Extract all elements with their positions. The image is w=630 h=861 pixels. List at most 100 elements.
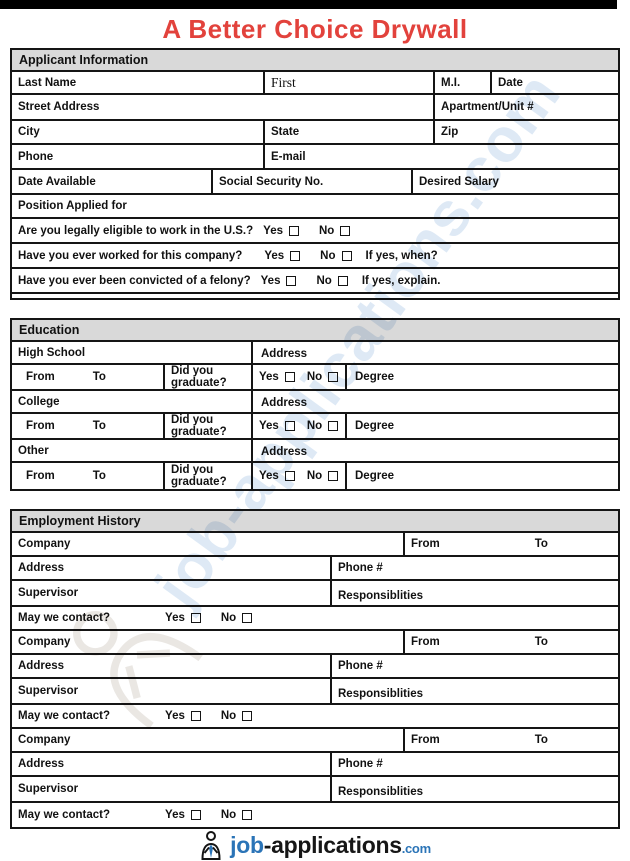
street-row: Street Address Apartment/Unit # — [12, 95, 618, 121]
education-section: Education High School Address From To Did… — [10, 318, 620, 491]
employment-address-field[interactable]: Address — [12, 557, 332, 579]
position-field[interactable]: Position Applied for — [12, 195, 618, 217]
education-from-to-field[interactable]: From To — [12, 365, 165, 389]
worked-yes-checkbox[interactable] — [290, 250, 301, 261]
responsibilities-field[interactable]: Responsiblities — [332, 581, 618, 605]
responsibilities-field[interactable]: Responsiblities — [332, 679, 618, 703]
may-we-contact-label: May we contact? — [18, 809, 111, 821]
street-address-label: Street Address — [18, 101, 100, 113]
logo-text: job -applications .com — [230, 832, 431, 859]
phone-field[interactable]: Phone — [12, 145, 265, 168]
phone-row: Phone E-mail — [12, 145, 618, 170]
date-field[interactable]: Date — [492, 72, 618, 93]
worked-no-checkbox[interactable] — [341, 250, 352, 261]
supervisor-label: Supervisor — [18, 685, 79, 697]
contact-yes-checkbox[interactable] — [190, 810, 201, 820]
employment-to-label: To — [534, 538, 548, 550]
street-address-field[interactable]: Street Address — [12, 95, 435, 119]
degree-field[interactable]: Degree — [347, 463, 618, 489]
contact-yes-label: Yes — [165, 612, 185, 624]
date-label: Date — [498, 76, 523, 89]
company-field[interactable]: Company — [12, 631, 405, 653]
city-field[interactable]: City — [12, 121, 265, 143]
supervisor-field[interactable]: Supervisor — [12, 679, 332, 703]
degree-field[interactable]: Degree — [347, 414, 618, 438]
eligible-yes-checkbox[interactable] — [288, 225, 299, 236]
may-we-contact-label: May we contact? — [18, 612, 111, 624]
education-name-row: Other Address — [12, 440, 618, 463]
date-available-label: Date Available — [18, 175, 96, 188]
supervisor-label: Supervisor — [18, 587, 79, 599]
employment-from-to-field[interactable]: From To — [405, 631, 618, 653]
first-name-field[interactable]: First — [265, 72, 435, 93]
state-field[interactable]: State — [265, 121, 435, 143]
responsibilities-label: Responsiblities — [338, 590, 423, 602]
contact-no-checkbox[interactable] — [242, 810, 253, 820]
high-school-field[interactable]: High School — [12, 342, 253, 363]
graduate-no-label: No — [306, 371, 323, 383]
education-from-to-field[interactable]: From To — [12, 414, 165, 438]
responsibilities-field[interactable]: Responsiblities — [332, 777, 618, 801]
phone-number-field[interactable]: Phone # — [332, 557, 618, 579]
felony-question-label: Have you ever been convicted of a felony… — [18, 274, 251, 287]
college-field[interactable]: College — [12, 391, 253, 412]
phone-number-field[interactable]: Phone # — [332, 753, 618, 775]
company-field[interactable]: Company — [12, 729, 405, 751]
education-to-label: To — [92, 371, 106, 383]
education-from-to-field[interactable]: From To — [12, 463, 165, 489]
phone-number-field[interactable]: Phone # — [332, 655, 618, 677]
education-name-row: High School Address — [12, 342, 618, 365]
may-we-contact-cell: May we contact? Yes No — [12, 607, 618, 629]
felony-yes-label: Yes — [260, 274, 281, 287]
contact-no-checkbox[interactable] — [242, 711, 253, 721]
employment-from-to-field[interactable]: From To — [405, 533, 618, 555]
graduate-no-checkbox[interactable] — [328, 471, 339, 481]
graduate-yes-checkbox[interactable] — [284, 372, 295, 382]
employment-from-to-field[interactable]: From To — [405, 729, 618, 751]
desired-salary-field[interactable]: Desired Salary — [413, 170, 618, 193]
zip-field[interactable]: Zip — [435, 121, 618, 143]
employment-address-field[interactable]: Address — [12, 655, 332, 677]
education-address-label: Address — [261, 397, 308, 409]
graduate-yes-checkbox[interactable] — [284, 421, 295, 431]
graduate-no-checkbox[interactable] — [328, 372, 339, 382]
may-we-contact-row: May we contact? Yes No — [12, 803, 618, 827]
state-label: State — [271, 126, 300, 138]
ssn-field[interactable]: Social Security No. — [213, 170, 413, 193]
eligible-question-row: Are you legally eligible to work in the … — [12, 219, 618, 244]
education-address-field[interactable]: Address — [253, 342, 618, 363]
degree-field[interactable]: Degree — [347, 365, 618, 389]
other-school-field[interactable]: Other — [12, 440, 253, 461]
company-row: Company From To — [12, 631, 618, 655]
company-field[interactable]: Company — [12, 533, 405, 555]
did-you-graduate-cell: Did you graduate? — [165, 463, 253, 489]
contact-yes-checkbox[interactable] — [190, 613, 201, 623]
graduate-no-label: No — [306, 420, 323, 432]
education-address-field[interactable]: Address — [253, 391, 618, 412]
graduate-yes-label: Yes — [259, 470, 279, 482]
email-field[interactable]: E-mail — [265, 145, 618, 168]
felony-no-checkbox[interactable] — [337, 275, 348, 286]
supervisor-row: Supervisor Responsiblities — [12, 581, 618, 607]
middle-initial-field[interactable]: M.I. — [435, 72, 492, 93]
date-available-field[interactable]: Date Available — [12, 170, 213, 193]
employment-to-label: To — [534, 636, 548, 648]
eligible-no-checkbox[interactable] — [340, 225, 351, 236]
employer-address-row: Address Phone # — [12, 655, 618, 679]
employment-address-field[interactable]: Address — [12, 753, 332, 775]
contact-no-checkbox[interactable] — [242, 613, 253, 623]
education-address-label: Address — [261, 348, 308, 360]
graduate-yes-label: Yes — [259, 420, 279, 432]
graduate-yes-checkbox[interactable] — [284, 471, 295, 481]
last-name-field[interactable]: Last Name — [12, 72, 265, 93]
education-address-field[interactable]: Address — [253, 440, 618, 461]
felony-yes-checkbox[interactable] — [286, 275, 297, 286]
supervisor-field[interactable]: Supervisor — [12, 777, 332, 801]
city-row: City State Zip — [12, 121, 618, 145]
contact-yes-checkbox[interactable] — [190, 711, 201, 721]
applicant-information-section: Applicant Information Last Name First M.… — [10, 48, 620, 300]
graduate-no-checkbox[interactable] — [328, 421, 339, 431]
supervisor-field[interactable]: Supervisor — [12, 581, 332, 605]
apartment-field[interactable]: Apartment/Unit # — [435, 95, 618, 119]
